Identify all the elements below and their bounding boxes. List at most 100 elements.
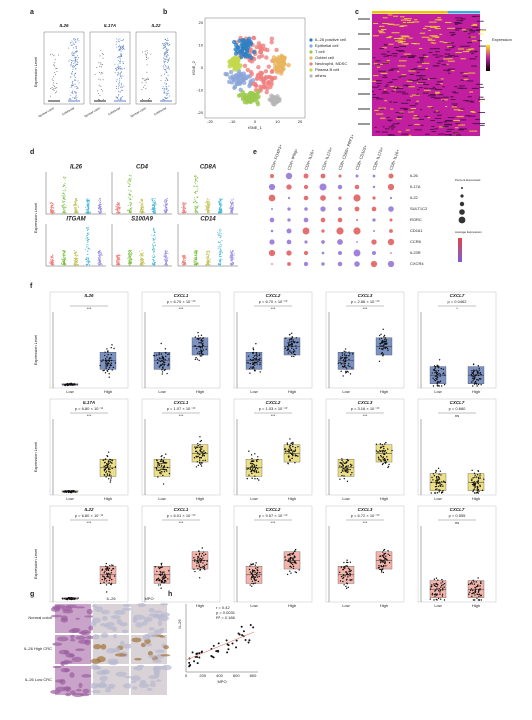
- heat-cell: [403, 85, 408, 86]
- cell: [260, 54, 264, 58]
- point: [128, 260, 129, 261]
- point: [339, 465, 340, 466]
- heat-cell: [375, 60, 380, 61]
- point: [128, 264, 129, 265]
- point: [111, 570, 112, 571]
- point: [347, 371, 348, 372]
- point: [127, 258, 128, 259]
- point: [219, 235, 220, 236]
- point: [66, 491, 67, 492]
- plot-title: IL22: [84, 507, 94, 512]
- point: [391, 450, 392, 451]
- point: [141, 262, 142, 263]
- point: [201, 339, 202, 340]
- point: [162, 371, 163, 372]
- point: [103, 582, 104, 583]
- point: [382, 349, 383, 350]
- point: [209, 250, 210, 251]
- point: [165, 356, 166, 357]
- point: [203, 450, 204, 451]
- point: [120, 76, 121, 77]
- point: [119, 78, 120, 79]
- heat-cell: [449, 47, 454, 48]
- point: [431, 482, 432, 483]
- point: [343, 475, 344, 476]
- x-tick-label: Low: [342, 389, 349, 394]
- point: [163, 66, 164, 67]
- point: [166, 78, 167, 79]
- point: [165, 352, 166, 353]
- point: [441, 385, 442, 386]
- point: [168, 66, 169, 67]
- heat-cell: [392, 91, 395, 92]
- point: [221, 230, 222, 231]
- heat-cell: [376, 80, 382, 81]
- point: [128, 190, 129, 191]
- heat-cell: [470, 31, 475, 32]
- point: [105, 362, 106, 363]
- point: [153, 248, 154, 249]
- point: [107, 474, 108, 475]
- point: [197, 332, 198, 333]
- point: [65, 177, 66, 178]
- point: [123, 46, 124, 47]
- heat-cell: [452, 46, 456, 47]
- point: [130, 181, 131, 182]
- point: [297, 455, 298, 456]
- point: [159, 465, 160, 466]
- heat-cell: [410, 96, 413, 97]
- point: [75, 92, 76, 93]
- dot: [338, 196, 341, 199]
- point: [253, 464, 254, 465]
- point: [198, 263, 199, 264]
- point: [209, 210, 210, 211]
- point: [378, 457, 379, 458]
- point: [183, 206, 184, 207]
- point: [118, 91, 119, 92]
- point: [73, 491, 74, 492]
- point: [155, 205, 156, 206]
- point: [142, 263, 143, 264]
- point: [379, 338, 380, 339]
- heat-cell: [374, 63, 378, 64]
- point: [288, 352, 289, 353]
- heat-cell: [381, 54, 386, 55]
- point: [52, 255, 53, 256]
- point: [158, 578, 159, 579]
- point: [198, 342, 199, 343]
- point: [292, 446, 293, 447]
- point: [162, 475, 163, 476]
- point: [52, 203, 53, 204]
- point: [167, 40, 168, 41]
- point: [220, 204, 221, 205]
- point: [164, 43, 165, 44]
- point: [251, 465, 252, 466]
- point: [343, 468, 344, 469]
- point: [99, 66, 100, 67]
- point: [130, 180, 131, 181]
- heat-cell: [401, 134, 408, 135]
- point: [101, 361, 102, 362]
- point: [53, 260, 54, 261]
- cell: [231, 63, 235, 67]
- dot: [271, 208, 273, 210]
- heat-cell: [398, 131, 401, 132]
- point: [231, 259, 232, 260]
- point: [351, 367, 352, 368]
- dot: [388, 239, 394, 245]
- dot: [371, 239, 376, 244]
- heat-cell: [397, 123, 400, 124]
- point: [218, 234, 219, 235]
- point: [155, 237, 156, 238]
- point: [77, 51, 78, 52]
- point: [75, 258, 76, 259]
- point: [442, 490, 443, 491]
- point: [198, 465, 199, 466]
- point: [105, 566, 106, 567]
- heat-cell: [449, 135, 451, 136]
- point: [436, 376, 437, 377]
- point: [379, 335, 380, 336]
- point: [289, 350, 290, 351]
- point: [256, 470, 257, 471]
- heat-cell: [438, 60, 444, 61]
